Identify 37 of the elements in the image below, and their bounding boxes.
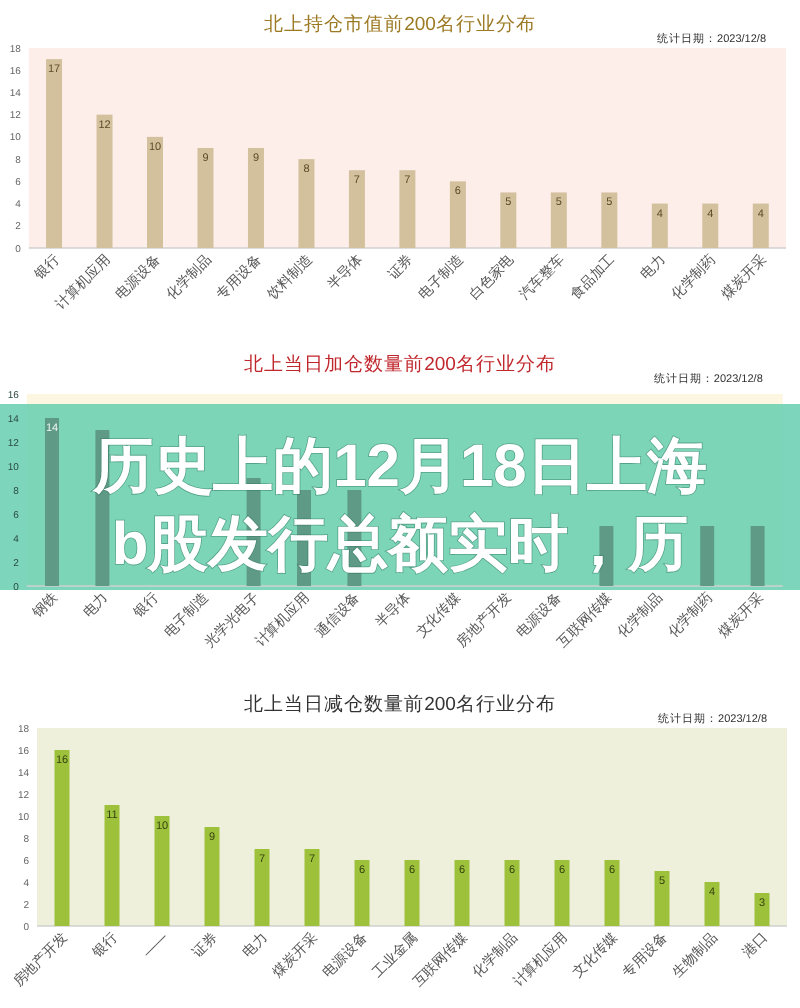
bar [404,860,420,926]
bar [554,860,570,926]
bar [96,114,113,248]
bar [752,203,769,248]
bar [750,526,765,586]
bar [601,192,618,248]
bar [46,59,63,248]
bar [197,148,214,248]
bar [254,849,270,926]
bar [550,192,567,248]
bar [700,526,715,586]
chart-title: 北上当日减仓数量前200名行业分布 [244,692,556,716]
bar [504,860,520,926]
bar [704,882,720,926]
bar [247,148,264,248]
bar [104,805,120,926]
bar [348,170,365,248]
bar [298,159,315,248]
chart-title: 北上当日加仓数量前200名行业分布 [244,352,556,376]
bar [754,893,770,926]
text: 历史上的12月18日上海b股发行总额实时，历 [91,434,707,578]
bar [304,849,320,926]
bar [702,203,719,248]
bar [449,181,466,248]
bar [454,860,470,926]
bar [654,871,670,926]
bar [147,136,163,248]
bar [154,816,170,926]
bar [651,203,668,248]
bar [399,170,416,248]
bar [204,827,220,926]
bar [45,418,59,586]
bar [354,860,370,926]
bar [500,192,517,248]
chart-title: 北上持仓市值前200名行业分布 [264,12,536,36]
bar [54,750,70,926]
bar [604,860,620,926]
